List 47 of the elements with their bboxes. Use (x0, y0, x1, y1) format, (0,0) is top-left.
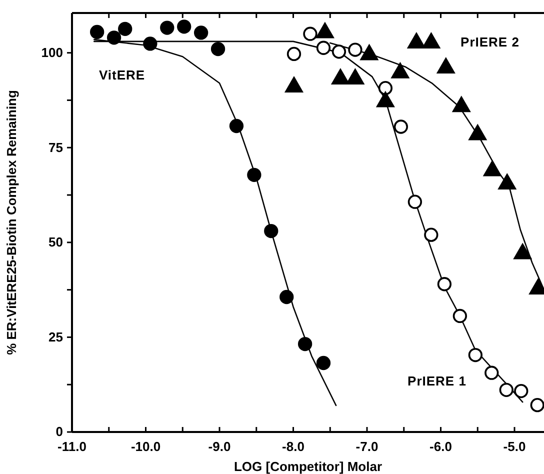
y-tick-label: 75 (48, 140, 63, 155)
series-label: VitERE (98, 68, 146, 83)
point (484, 366, 499, 380)
y-tick-label: 0 (56, 424, 63, 440)
x-tick-label: -7.0 (356, 439, 378, 454)
point (118, 22, 132, 36)
x-tick-label: -11.0 (58, 439, 86, 454)
point (408, 194, 422, 209)
x-tick-label: -6.0 (430, 439, 452, 454)
point (229, 118, 244, 134)
point (424, 228, 438, 242)
point (143, 36, 158, 51)
point (247, 168, 262, 182)
point (106, 30, 122, 45)
point (514, 384, 528, 398)
y-tick-label: 100 (41, 44, 63, 60)
point (332, 44, 346, 59)
point (394, 120, 408, 134)
point (264, 224, 278, 238)
point (286, 46, 302, 62)
point (452, 308, 468, 324)
point (348, 42, 362, 57)
point (160, 20, 174, 35)
x-axis-title: LOG [Competitor] Molar (234, 459, 382, 474)
point (437, 277, 452, 292)
point (194, 26, 208, 40)
x-tick-label: -5.0 (503, 439, 526, 454)
x-tick-label: -10.0 (130, 439, 161, 454)
series-label: PrIERE 1 (408, 374, 466, 389)
y-tick-label: 25 (48, 329, 63, 344)
point (210, 42, 226, 56)
point (316, 356, 331, 370)
y-tick-label: 50 (48, 234, 63, 250)
point (298, 336, 312, 352)
x-tick-label: -9.0 (208, 439, 231, 454)
series-label: PrIERE 2 (460, 34, 520, 50)
point (530, 398, 544, 412)
point (468, 348, 482, 362)
point (316, 40, 331, 55)
point (378, 81, 393, 96)
point (280, 290, 294, 304)
point (303, 26, 318, 41)
x-tick-label: -8.0 (282, 439, 304, 454)
point (177, 20, 192, 34)
point (90, 24, 104, 40)
y-axis-title: % ER:VitERE25-Biotin Complex Remaining (4, 90, 19, 355)
point (499, 382, 514, 397)
